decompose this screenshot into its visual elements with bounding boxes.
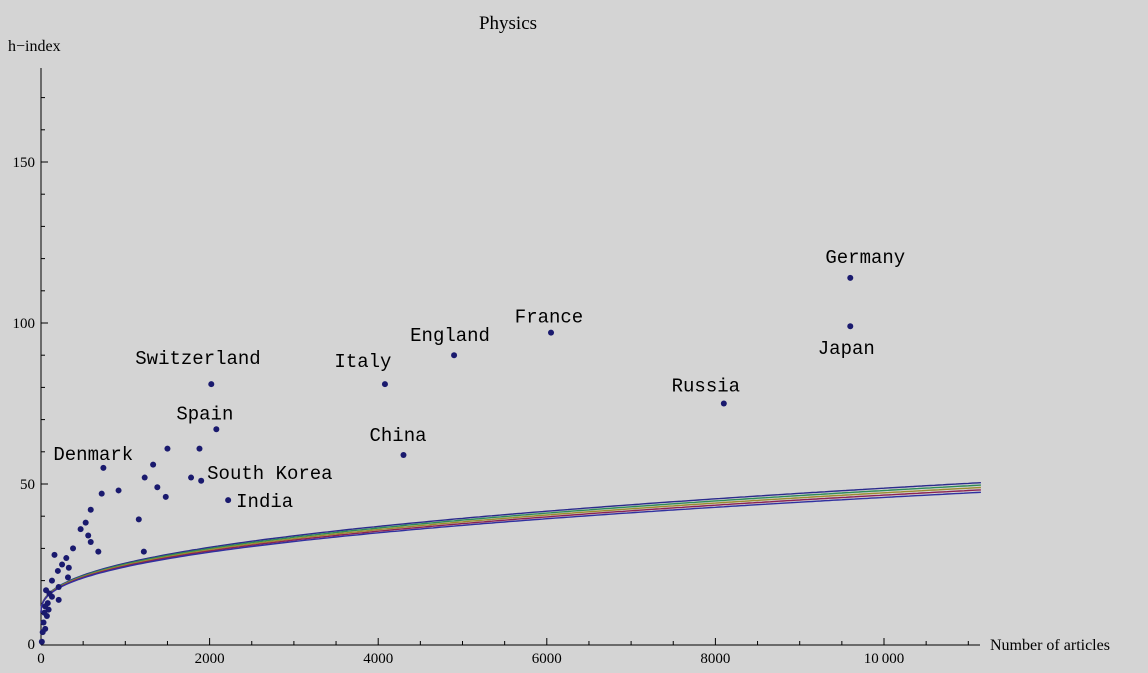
point-labels: Germany Japan France England Italy Switzerlan… (53, 247, 905, 513)
country-label: France (515, 307, 583, 329)
data-point (141, 474, 148, 481)
data-point (48, 577, 55, 584)
data-point (188, 474, 195, 481)
country-label: Russia (672, 376, 740, 398)
data-point (451, 352, 458, 359)
data-point (55, 584, 62, 591)
data-point (115, 487, 122, 494)
country-label: England (410, 325, 490, 347)
data-point (65, 564, 72, 571)
data-point (400, 452, 407, 459)
data-point (54, 567, 61, 574)
data-point (140, 548, 147, 555)
data-point (63, 555, 70, 562)
data-point (847, 323, 854, 330)
fit-curve (40, 486, 981, 613)
country-label: China (369, 425, 426, 447)
data-point (381, 381, 388, 388)
chart-title: Physics (479, 13, 537, 34)
x-tick-label: 4000 (363, 651, 393, 667)
fit-curve (40, 482, 981, 613)
data-point (87, 506, 94, 513)
data-point (208, 381, 215, 388)
data-point (196, 445, 203, 452)
x-tick-label: 10 000 (864, 651, 905, 667)
data-point (164, 445, 171, 452)
data-point (70, 545, 77, 552)
axes: 0 2000 4000 6000 8000 10 000 50 100 150 0 (13, 68, 980, 667)
data-point (40, 619, 47, 626)
data-point (213, 426, 220, 433)
y-tick-label: 150 (13, 155, 36, 171)
data-point (59, 561, 66, 568)
y-tick-label: 100 (13, 316, 36, 332)
y-tick-label: 50 (20, 477, 35, 493)
data-point (162, 493, 169, 500)
data-point (225, 497, 232, 504)
country-label: South Korea (207, 463, 332, 485)
data-point (95, 548, 102, 555)
data-point (51, 551, 58, 558)
data-point (55, 596, 62, 603)
data-point (150, 461, 157, 468)
country-label: Japan (818, 338, 875, 360)
country-label: Switzerland (135, 348, 260, 370)
data-point (77, 526, 84, 533)
data-point (548, 329, 555, 336)
data-point (64, 574, 71, 581)
data-point (135, 516, 142, 523)
data-points (38, 274, 854, 645)
y-tick-label: 0 (28, 637, 36, 653)
x-axis-label: Number of articles (990, 637, 1110, 654)
data-point (198, 477, 205, 484)
fit-curve (40, 484, 981, 613)
x-tick-label: 6000 (532, 651, 562, 667)
data-point (100, 464, 107, 471)
data-point (154, 484, 161, 491)
data-point (720, 400, 727, 407)
x-tick-label: 0 (37, 651, 45, 667)
fit-curves (40, 482, 981, 613)
country-label: Spain (176, 403, 233, 425)
data-point (48, 593, 55, 600)
data-point (38, 638, 45, 645)
fit-curve (40, 491, 981, 613)
country-label: Germany (825, 247, 905, 269)
data-point (98, 490, 105, 497)
country-label: India (236, 491, 293, 513)
y-axis-label: h−index (8, 38, 61, 55)
country-label: Italy (334, 351, 391, 373)
x-tick-label: 2000 (195, 651, 225, 667)
data-point (847, 274, 854, 281)
x-tick-label: 8000 (700, 651, 730, 667)
data-point (87, 538, 94, 545)
data-point (82, 519, 89, 526)
country-label: Denmark (53, 444, 133, 466)
data-point (85, 532, 92, 539)
data-point (39, 629, 46, 636)
data-point (45, 606, 52, 613)
data-point (43, 613, 50, 620)
